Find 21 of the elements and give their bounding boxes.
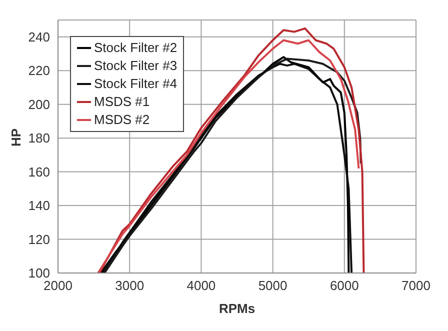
x-axis-title: RPMs [218,301,256,316]
y-tick-label: 220 [28,63,50,78]
legend-label: Stock Filter #2 [94,39,178,57]
y-axis-title: HP [8,128,24,146]
y-tick-label: 240 [28,29,50,44]
legend-label: MSDS #2 [94,111,150,129]
legend-label: Stock Filter #3 [94,57,178,75]
x-tick-label: 6000 [330,278,359,294]
y-tick-label: 100 [28,266,50,281]
y-tick-label: 120 [28,232,50,247]
x-tick-label: 2000 [44,278,72,294]
x-tick-label: 5000 [258,278,288,294]
y-tick-label: 160 [28,164,50,180]
legend-label: Stock Filter #4 [94,75,178,93]
x-tick-label: 4000 [186,278,216,294]
y-tick-label: 180 [28,130,50,146]
x-tick-label: 7000 [402,278,430,294]
legend-label: MSDS #1 [94,93,150,111]
y-tick-label: 140 [28,198,50,214]
y-tick-label: 200 [28,96,50,112]
x-tick-label: 3000 [115,278,144,294]
